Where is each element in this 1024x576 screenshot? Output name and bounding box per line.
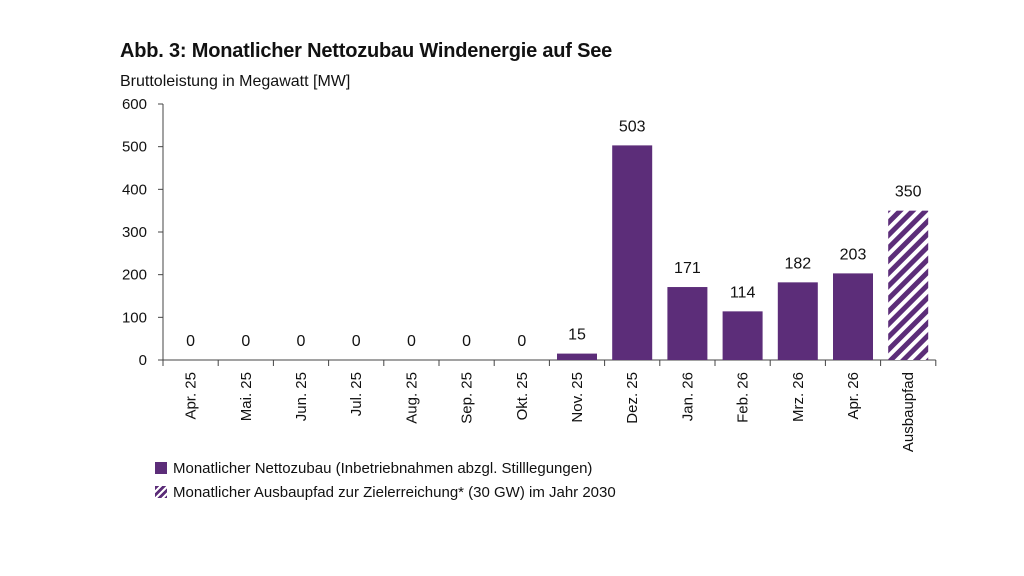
legend-swatch-solid [155, 462, 167, 474]
y-tick-label: 600 [122, 96, 147, 113]
x-tick-label: Feb. 26 [735, 372, 752, 423]
x-tick-label: Mai. 25 [238, 372, 255, 421]
y-tick-label: 500 [122, 139, 147, 156]
y-tick-label: 0 [139, 352, 147, 369]
legend-swatch-hatched [155, 486, 167, 498]
data-label: 15 [568, 327, 586, 344]
bar [612, 145, 653, 360]
y-tick-label: 400 [122, 181, 147, 198]
data-label: 182 [784, 255, 811, 272]
data-label: 0 [517, 333, 526, 350]
chart-title: Abb. 3: Monatlicher Nettozubau Windenerg… [120, 40, 613, 62]
x-tick-label: Jun. 25 [293, 372, 310, 421]
legend-item-expansion-path: Monatlicher Ausbaupfad zur Zielerreichun… [155, 480, 616, 504]
y-tick-label: 200 [122, 267, 147, 284]
x-tick-label: Okt. 25 [514, 372, 531, 420]
legend-label-net-addition: Monatlicher Nettozubau (Inbetriebnahmen … [173, 459, 593, 477]
x-tick-label: Dez. 25 [624, 372, 641, 424]
bar [667, 287, 708, 360]
x-tick-label: Apr. 26 [845, 372, 862, 420]
legend: Monatlicher Nettozubau (Inbetriebnahmen … [155, 456, 616, 504]
data-label: 0 [186, 333, 195, 350]
data-label: 203 [840, 246, 867, 263]
x-tick-label: Ausbaupfad [900, 372, 917, 452]
data-label: 0 [352, 333, 361, 350]
data-label: 171 [674, 260, 701, 277]
data-label: 0 [241, 333, 250, 350]
bar [722, 311, 763, 360]
legend-item-net-addition: Monatlicher Nettozubau (Inbetriebnahmen … [155, 456, 616, 480]
data-label: 350 [895, 184, 922, 201]
data-label: 0 [462, 333, 471, 350]
data-label: 0 [407, 333, 416, 350]
bar-hatched [888, 210, 929, 360]
x-tick-label: Jan. 26 [679, 372, 696, 421]
x-tick-label: Apr. 25 [183, 372, 200, 420]
y-tick-label: 100 [122, 309, 147, 326]
x-tick-label: Aug. 25 [403, 372, 420, 424]
data-label: 503 [619, 118, 646, 135]
x-tick-label: Jul. 25 [348, 372, 365, 416]
x-tick-label: Nov. 25 [569, 372, 586, 423]
x-tick-label: Mrz. 26 [790, 372, 807, 422]
bar [777, 282, 818, 360]
data-label: 114 [730, 284, 756, 301]
data-label: 0 [297, 333, 306, 350]
bar [557, 353, 597, 360]
x-tick-label: Sep. 25 [459, 372, 476, 424]
y-tick-label: 300 [122, 224, 147, 241]
legend-label-expansion-path: Monatlicher Ausbaupfad zur Zielerreichun… [173, 483, 616, 501]
y-axis-label: Bruttoleistung in Megawatt [MW] [120, 73, 351, 90]
bar [833, 273, 873, 360]
